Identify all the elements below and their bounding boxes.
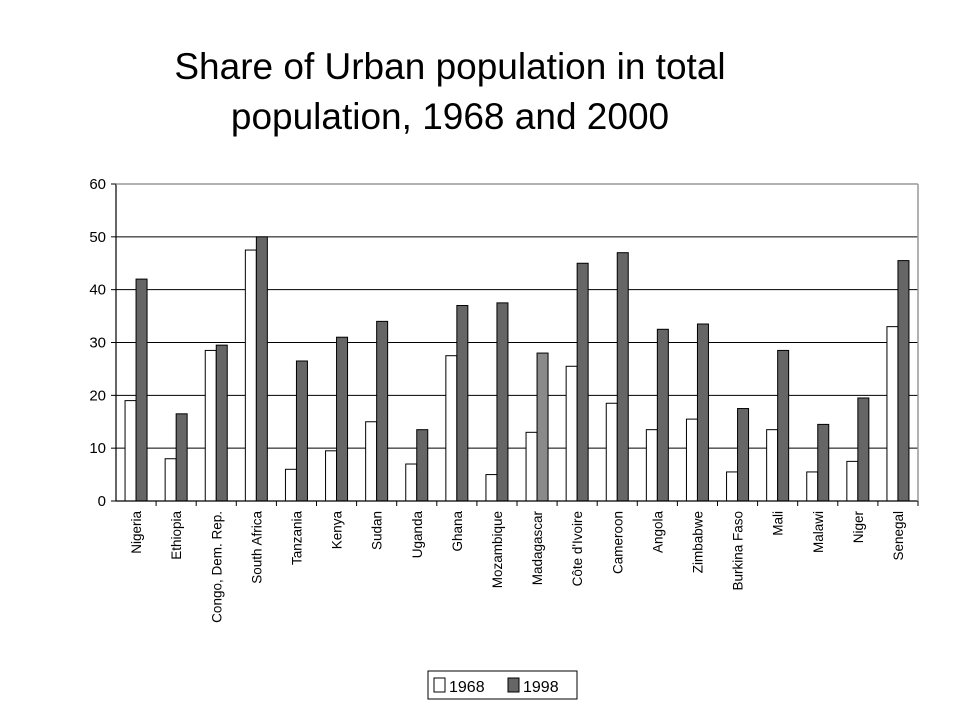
y-tick-label: 10 [89, 440, 106, 457]
bar-1998-uganda [416, 429, 429, 502]
gridlines [116, 183, 918, 449]
bar-1968-ethiopia [164, 458, 177, 502]
bar-1998-angola [656, 328, 669, 502]
bar-1998-ghana [456, 305, 469, 502]
bar-1998-ethiopia [175, 413, 188, 502]
bar-1968-madagascar [525, 431, 538, 502]
x-tick-label: South Africa [249, 511, 264, 584]
chart-title-line-1: Share of Urban population in total [174, 46, 726, 87]
x-tick-label: Ethiopia [169, 511, 184, 560]
bar-1998-c-te-d-ivoire [576, 262, 589, 502]
y-tick-label: 50 [89, 229, 106, 246]
x-tick-label: Uganda [410, 511, 425, 559]
bar-1968-zimbabwe [685, 418, 698, 502]
x-tick-label: Malawi [811, 511, 826, 553]
x-tick-label: Zimbabwe [690, 511, 705, 573]
bar-1968-niger [846, 460, 859, 502]
bar-1968-sudan [365, 421, 378, 502]
bar-1998-congo-dem-rep- [215, 344, 228, 502]
bar-1968-malawi [806, 471, 819, 502]
x-tick-label: Mali [771, 511, 786, 536]
y-tick-label: 60 [89, 176, 106, 193]
bar-1998-mali [777, 349, 790, 502]
bar-1968-south-africa [244, 249, 257, 502]
bar-1998-south-africa [255, 236, 268, 502]
y-tick-label: 30 [89, 335, 106, 352]
bar-1968-tanzania [284, 468, 297, 502]
bar-1968-c-te-d-ivoire [565, 365, 578, 502]
bar-1968-kenya [325, 450, 338, 502]
x-tick-label: Côte d'Ivoire [570, 511, 585, 586]
bar-1998-nigeria [135, 278, 148, 502]
x-tick-label: Mozambique [490, 511, 505, 588]
bar-1998-zimbabwe [696, 323, 709, 502]
x-tick-label: Congo, Dem. Rep. [209, 511, 224, 623]
chart-title: Share of Urban population in total popul… [0, 42, 900, 142]
legend: 1968 1998 [427, 670, 578, 700]
bar-1998-madagascar [536, 352, 549, 502]
chart-title-line-2: population, 1968 and 2000 [230, 96, 670, 137]
bar-1968-angola [645, 429, 658, 502]
x-tick-label: Madagascar [530, 511, 545, 586]
bar-1968-burkina-faso [726, 471, 739, 502]
x-axis-labels: Nigeria Ethiopia Congo, Dem. Rep. South Afr… [129, 501, 919, 623]
bar-1998-malawi [817, 423, 830, 502]
x-tick-label: Angola [650, 511, 665, 554]
legend-box [427, 670, 578, 700]
bar-1998-niger [857, 397, 870, 502]
bars [124, 236, 910, 502]
y-tick-label: 40 [89, 282, 106, 299]
bar-1998-mozambique [496, 302, 509, 502]
y-tick-label: 20 [89, 387, 106, 404]
legend-label-1968: 1968 [449, 679, 485, 696]
y-axis: 0 10 20 30 40 50 60 [89, 176, 116, 510]
bar-1998-tanzania [295, 360, 308, 502]
bar-1968-senegal [886, 326, 899, 502]
x-tick-label: Burkina Faso [731, 511, 746, 591]
bar-1998-cameroon [616, 252, 629, 502]
bar-1998-kenya [336, 336, 349, 502]
x-tick-label: Sudan [370, 511, 385, 550]
x-tick-label: Nigeria [129, 511, 144, 554]
y-tick-label: 0 [98, 493, 106, 510]
x-tick-label: Kenya [330, 511, 345, 550]
bar-1968-ghana [445, 355, 458, 502]
bar-1998-senegal [897, 260, 910, 502]
legend-label-1998: 1998 [523, 679, 559, 696]
bar-1968-mozambique [485, 474, 498, 502]
x-tick-label: Cameroon [610, 511, 625, 574]
bar-1968-nigeria [124, 400, 137, 502]
legend-swatch-1998 [507, 677, 520, 693]
x-tick-label: Tanzania [289, 511, 304, 566]
x-tick-label: Ghana [450, 511, 465, 552]
bar-1968-mali [766, 429, 779, 502]
bar-1998-sudan [376, 320, 389, 502]
x-tick-label: Niger [851, 511, 866, 544]
bar-1968-cameroon [605, 402, 618, 502]
bar-1998-burkina-faso [737, 408, 750, 502]
x-tick-label: Senegal [891, 511, 906, 561]
bar-1968-congo-dem-rep- [204, 349, 217, 502]
bar-1968-uganda [405, 463, 418, 502]
legend-swatch-1968 [433, 677, 446, 693]
